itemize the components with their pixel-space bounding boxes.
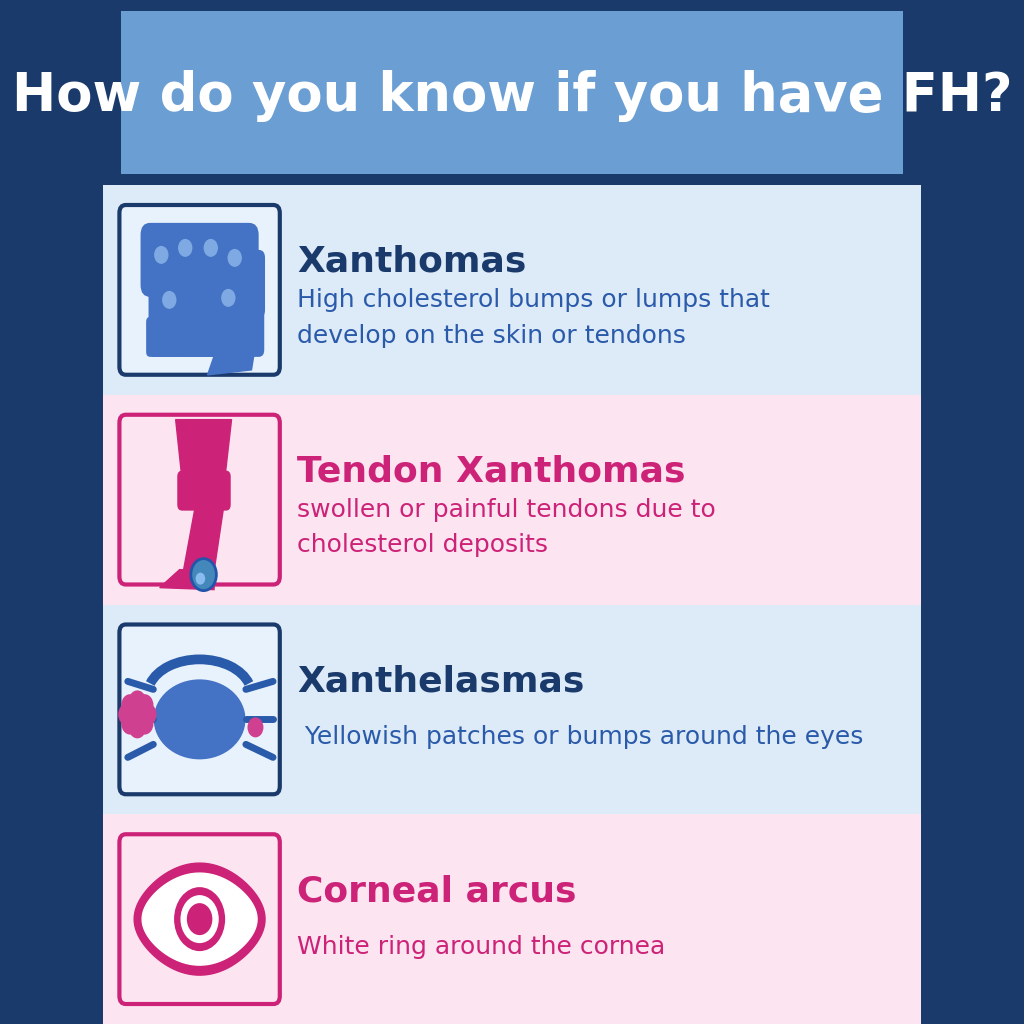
- Circle shape: [139, 703, 157, 725]
- Circle shape: [248, 718, 263, 737]
- FancyBboxPatch shape: [120, 415, 280, 585]
- Ellipse shape: [154, 679, 246, 760]
- Circle shape: [121, 694, 139, 716]
- FancyBboxPatch shape: [229, 278, 264, 357]
- FancyBboxPatch shape: [120, 835, 280, 1004]
- Polygon shape: [183, 505, 223, 571]
- FancyBboxPatch shape: [204, 265, 241, 357]
- Circle shape: [118, 703, 136, 725]
- FancyBboxPatch shape: [103, 185, 921, 394]
- FancyBboxPatch shape: [120, 625, 280, 795]
- FancyBboxPatch shape: [103, 185, 921, 1024]
- FancyBboxPatch shape: [148, 274, 183, 357]
- Circle shape: [174, 887, 225, 951]
- Text: White ring around the cornea: White ring around the cornea: [297, 935, 666, 959]
- Text: Corneal arcus: Corneal arcus: [297, 874, 577, 908]
- FancyBboxPatch shape: [234, 250, 265, 317]
- Circle shape: [204, 239, 218, 257]
- Circle shape: [180, 895, 219, 943]
- Polygon shape: [134, 863, 265, 975]
- FancyBboxPatch shape: [103, 0, 921, 1024]
- Polygon shape: [208, 319, 259, 375]
- Circle shape: [136, 694, 154, 716]
- Circle shape: [155, 246, 169, 264]
- Text: Tendon Xanthomas: Tendon Xanthomas: [297, 455, 686, 488]
- FancyBboxPatch shape: [177, 471, 230, 511]
- Text: Xanthomas: Xanthomas: [297, 245, 526, 279]
- Circle shape: [178, 239, 193, 257]
- FancyBboxPatch shape: [103, 394, 921, 604]
- FancyBboxPatch shape: [103, 604, 921, 814]
- Circle shape: [227, 249, 242, 267]
- Circle shape: [129, 717, 146, 738]
- Polygon shape: [160, 569, 216, 590]
- Circle shape: [196, 572, 205, 585]
- Circle shape: [190, 559, 216, 591]
- Text: swollen or painful tendons due to
cholesterol deposits: swollen or painful tendons due to choles…: [297, 498, 716, 557]
- Circle shape: [221, 289, 236, 307]
- FancyBboxPatch shape: [120, 205, 280, 375]
- Polygon shape: [142, 873, 257, 966]
- FancyBboxPatch shape: [146, 316, 246, 357]
- Circle shape: [136, 713, 154, 734]
- Circle shape: [130, 706, 144, 723]
- Text: Yellowish patches or bumps around the eyes: Yellowish patches or bumps around the ey…: [297, 725, 863, 750]
- FancyBboxPatch shape: [121, 11, 903, 174]
- Text: How do you know if you have FH?: How do you know if you have FH?: [11, 71, 1013, 123]
- Circle shape: [121, 713, 139, 734]
- Circle shape: [186, 903, 212, 935]
- Text: High cholesterol bumps or lumps that
develop on the skin or tendons: High cholesterol bumps or lumps that dev…: [297, 288, 770, 347]
- Text: Xanthelasmas: Xanthelasmas: [297, 665, 585, 698]
- Circle shape: [129, 690, 146, 713]
- FancyBboxPatch shape: [103, 814, 921, 1024]
- FancyBboxPatch shape: [140, 223, 259, 297]
- Polygon shape: [176, 420, 231, 495]
- FancyBboxPatch shape: [176, 265, 213, 357]
- Circle shape: [162, 291, 176, 309]
